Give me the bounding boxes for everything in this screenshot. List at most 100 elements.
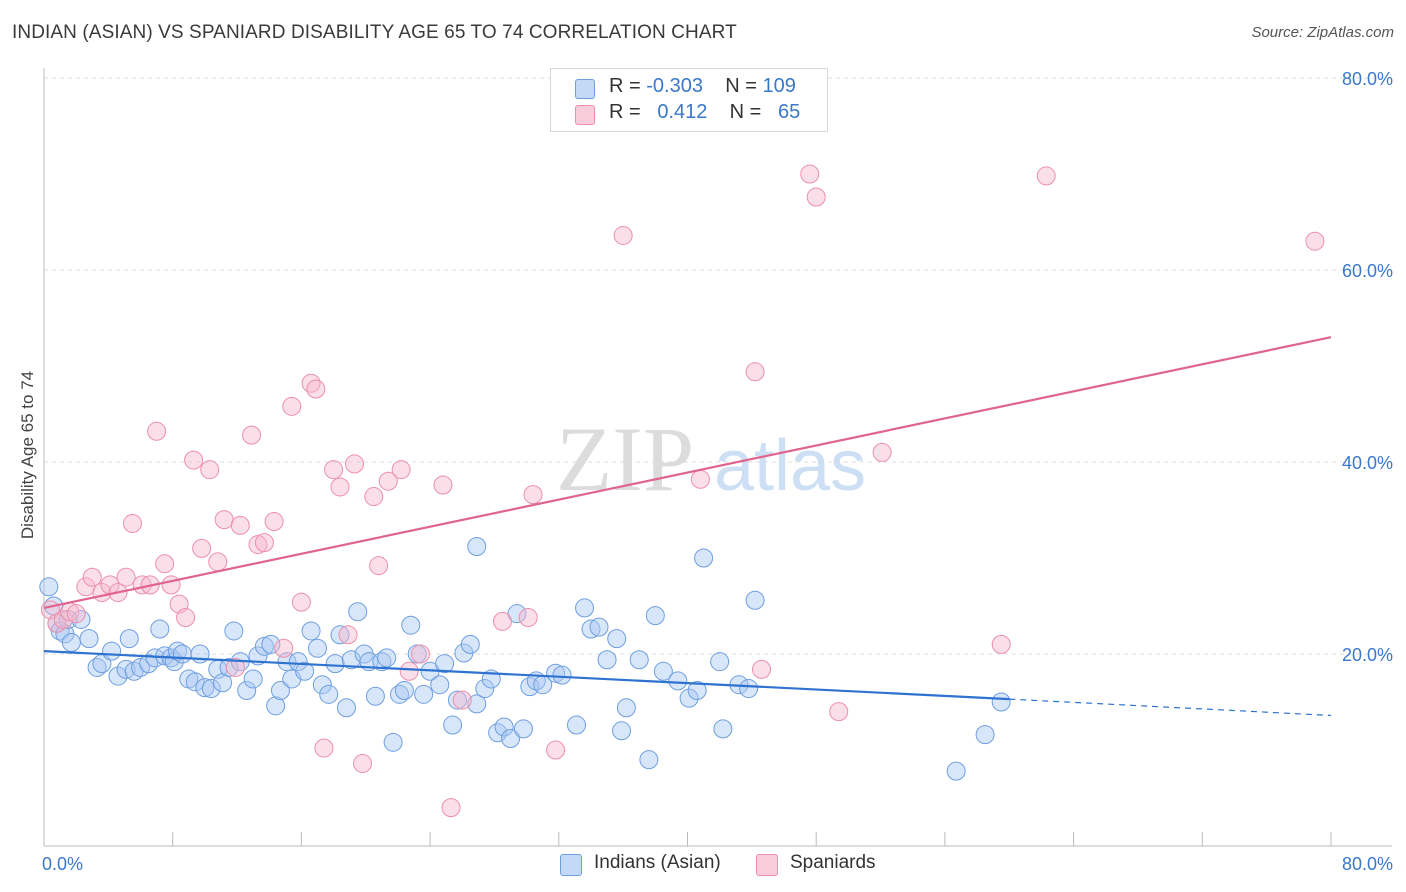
data-point-indians xyxy=(394,680,414,700)
data-point-indians xyxy=(575,598,595,618)
data-point-indians xyxy=(330,625,350,645)
data-point-indians xyxy=(653,661,673,681)
data-point-indians xyxy=(694,548,714,568)
data-point-spaniards xyxy=(306,379,326,399)
data-point-indians xyxy=(224,621,244,641)
data-point-indians xyxy=(295,661,315,681)
data-point-spaniards xyxy=(184,450,204,470)
data-point-indians xyxy=(607,629,627,649)
data-point-spaniards xyxy=(155,554,175,574)
data-point-indians xyxy=(365,686,385,706)
data-point-indians xyxy=(629,650,649,670)
data-point-indians xyxy=(414,684,434,704)
data-point-indians xyxy=(288,652,308,672)
data-point-indians xyxy=(261,634,281,654)
data-point-indians xyxy=(195,678,215,698)
data-point-indians xyxy=(172,644,192,664)
r-label: R = xyxy=(609,101,641,123)
data-point-spaniards xyxy=(53,609,73,629)
x-tick-label: 0.0% xyxy=(42,854,83,874)
n-value: 109 xyxy=(762,75,796,97)
data-point-spaniards xyxy=(613,225,633,245)
series-spaniards xyxy=(40,164,1325,818)
data-point-indians xyxy=(325,654,345,674)
data-point-indians xyxy=(348,602,368,622)
data-point-indians xyxy=(447,690,467,710)
data-point-indians xyxy=(39,577,59,597)
data-point-spaniards xyxy=(161,575,181,595)
data-point-spaniards xyxy=(441,798,461,818)
data-point-indians xyxy=(243,669,263,689)
data-point-spaniards xyxy=(338,625,358,645)
data-point-spaniards xyxy=(492,611,512,631)
trend-line-spaniards xyxy=(43,336,1332,609)
data-point-spaniards xyxy=(391,460,411,480)
series-indians-asian xyxy=(39,536,1011,781)
data-point-indians xyxy=(946,761,966,781)
r-value: -0.303 xyxy=(646,75,703,97)
r-value: 0.412 xyxy=(657,101,708,123)
pink-swatch xyxy=(756,854,778,876)
data-point-indians xyxy=(494,717,514,737)
data-point-spaniards xyxy=(82,567,102,587)
data-point-spaniards xyxy=(208,552,228,572)
y-tick-label: 80.0% xyxy=(1342,69,1393,89)
data-point-spaniards xyxy=(1036,166,1056,186)
data-point-indians xyxy=(201,679,221,699)
data-point-indians xyxy=(312,675,332,695)
data-point-indians xyxy=(61,632,81,652)
data-point-spaniards xyxy=(192,538,212,558)
data-point-indians xyxy=(612,721,632,741)
data-point-spaniards xyxy=(230,515,250,535)
data-point-spaniards xyxy=(546,740,566,760)
data-point-spaniards xyxy=(378,471,398,491)
data-point-spaniards xyxy=(690,469,710,489)
data-point-indians xyxy=(668,671,688,691)
data-point-spaniards xyxy=(254,533,274,553)
data-point-spaniards xyxy=(523,485,543,505)
data-point-indians xyxy=(645,606,665,626)
data-point-indians xyxy=(713,719,733,739)
x-tick-label: 80.0% xyxy=(1342,854,1393,874)
r-label: R = xyxy=(609,75,641,97)
data-point-indians xyxy=(266,696,286,716)
data-point-spaniards xyxy=(264,512,284,532)
data-point-indians xyxy=(566,715,586,735)
data-point-spaniards xyxy=(122,513,142,533)
data-point-spaniards xyxy=(872,442,892,462)
data-point-spaniards xyxy=(829,702,849,722)
data-point-indians xyxy=(319,684,339,704)
data-point-indians xyxy=(475,679,495,699)
data-point-spaniards xyxy=(991,634,1011,654)
y-axis-label: Disability Age 65 to 74 xyxy=(18,370,37,540)
data-point-indians xyxy=(739,679,759,699)
watermark: ZIP atlas xyxy=(556,408,866,510)
data-point-spaniards xyxy=(242,425,262,445)
data-point-spaniards xyxy=(324,460,344,480)
y-tick-label: 60.0% xyxy=(1342,261,1393,281)
data-point-indians xyxy=(301,621,321,641)
data-point-indians xyxy=(679,688,699,708)
data-point-indians xyxy=(336,698,356,718)
data-point-indians xyxy=(119,629,139,649)
data-point-indians xyxy=(237,680,257,700)
data-point-spaniards xyxy=(214,510,234,530)
data-point-spaniards xyxy=(353,753,373,773)
data-point-spaniards xyxy=(147,421,167,441)
data-point-indians xyxy=(102,641,122,661)
axes xyxy=(43,68,1392,847)
data-point-spaniards xyxy=(752,659,772,679)
tick-labels: 20.0% 40.0% 60.0% 80.0% 0.0% 80.0% xyxy=(42,69,1393,874)
legend-label-spaniards: Spaniards xyxy=(790,852,876,873)
legend-label-indians: Indians (Asian) xyxy=(594,852,721,873)
data-point-indians xyxy=(150,619,170,639)
data-point-indians xyxy=(248,646,268,666)
data-point-spaniards xyxy=(369,556,389,576)
data-point-indians xyxy=(513,719,533,739)
trend-line-indians xyxy=(43,650,1010,701)
n-label: N = xyxy=(725,75,757,97)
data-point-indians xyxy=(443,715,463,735)
n-value: 65 xyxy=(778,101,801,123)
data-point-spaniards xyxy=(291,592,311,612)
data-point-indians xyxy=(501,728,521,748)
